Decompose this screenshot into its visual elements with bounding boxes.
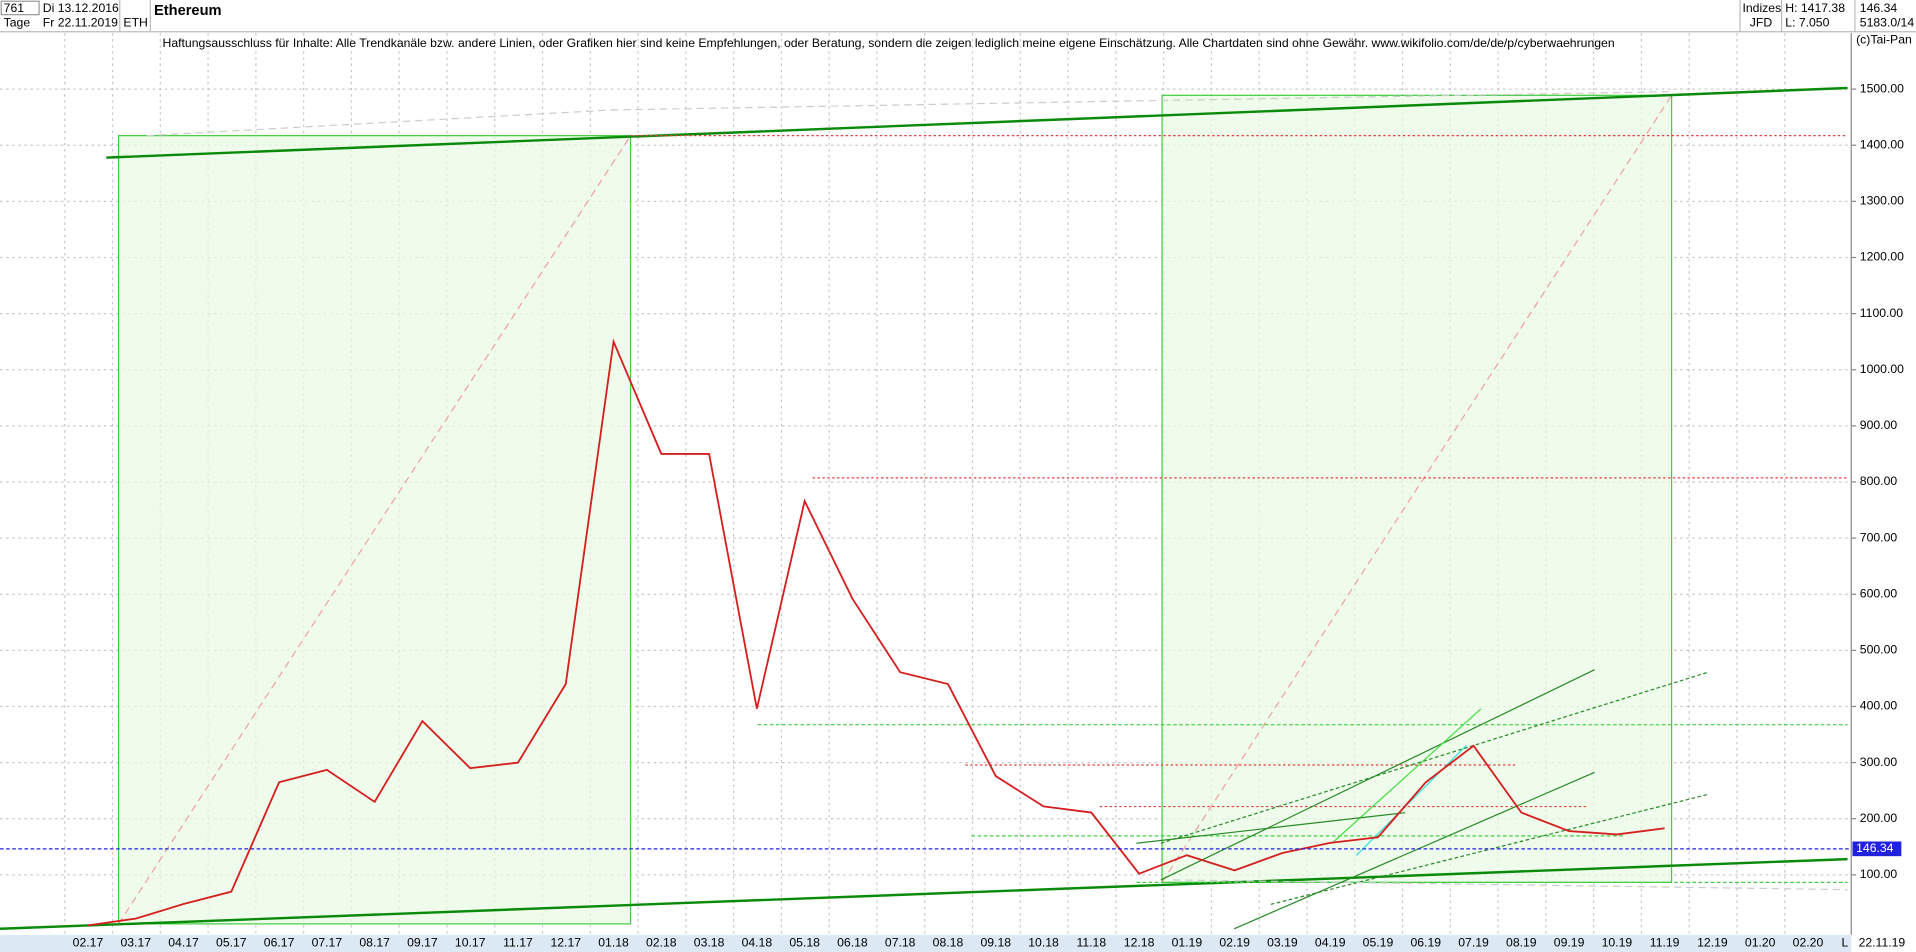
count: 761: [4, 1, 25, 15]
x-tick-label: 07.17: [312, 936, 343, 950]
y-tick-label: 300.00: [1860, 755, 1898, 769]
diagonal: [146, 109, 612, 137]
x-tick-label: 09.18: [980, 936, 1011, 950]
channel: [1331, 708, 1482, 844]
x-tick-label: 03.17: [120, 936, 151, 950]
header: [0, 0, 1916, 32]
diagonal: [1173, 879, 1848, 891]
channel: [1233, 771, 1595, 930]
x-tick-label: 11.18: [1076, 936, 1106, 950]
start-date: Di 13.12.2016: [43, 1, 119, 15]
y-tick-label: 900.00: [1860, 418, 1898, 432]
x-tick-label: 08.19: [1506, 936, 1537, 950]
x-axis-band: [0, 934, 1852, 952]
x-tick-label: 11.19: [1650, 936, 1680, 950]
x-tick-label: 04.18: [742, 936, 773, 950]
x-tick-label: 04.17: [168, 936, 199, 950]
y-tick-label: 1300.00: [1860, 194, 1904, 208]
plot: [0, 338, 1852, 927]
current-price-label: 146.34: [1856, 841, 1894, 855]
symbol: ETH: [123, 15, 147, 29]
last-date: 22.11.19: [1859, 936, 1906, 950]
axis-corner: L: [1841, 936, 1848, 950]
x-tick-label: 03.19: [1267, 936, 1298, 950]
x-tick-label: 02.19: [1219, 936, 1250, 950]
x-tick-label: 06.17: [264, 936, 295, 950]
source: JFD: [1750, 15, 1773, 29]
channel: [1160, 671, 1709, 844]
y-tick-label: 200.00: [1860, 811, 1898, 825]
chart-title: Ethereum: [154, 3, 222, 19]
x-tick-label: 01.19: [1172, 936, 1203, 950]
y-tick-label: 600.00: [1860, 586, 1898, 600]
x-tick-label: 10.19: [1602, 936, 1633, 950]
x-tick-label: 01.20: [1745, 936, 1776, 950]
y-tick-label: 400.00: [1860, 699, 1898, 713]
y-tick-label: 700.00: [1860, 530, 1898, 544]
x-tick-label: 11.17: [503, 936, 533, 950]
diagonal: [118, 135, 632, 925]
channel: [1270, 793, 1709, 905]
y-tick-label: 1000.00: [1860, 362, 1904, 376]
x-tick-label: 04.19: [1315, 936, 1346, 950]
trendline: [0, 857, 1848, 931]
low: L: 7.050: [1785, 15, 1829, 29]
channel: [1136, 812, 1406, 844]
x-tick-label: 08.17: [359, 936, 390, 950]
x-tick-label: 02.17: [73, 936, 104, 950]
x-tick-label: 12.17: [550, 936, 581, 950]
copyright: (c)Tai-Pan: [1856, 33, 1912, 47]
count-box: [0, 0, 40, 16]
y-tick-label: 800.00: [1860, 474, 1898, 488]
x-tick-label: 08.18: [933, 936, 964, 950]
x-tick-label: 09.17: [407, 936, 438, 950]
x-tick-label: 02.18: [646, 936, 677, 950]
x-tick-label: 03.18: [694, 936, 725, 950]
x-tick-label: 06.18: [837, 936, 868, 950]
x-tick-label: 09.19: [1554, 936, 1585, 950]
info: 5183.0/14: [1860, 15, 1915, 29]
channel: [1160, 669, 1595, 881]
x-tick-label: 02.20: [1793, 936, 1824, 950]
y-tick-label: 500.00: [1860, 643, 1898, 657]
end-date: Fr 22.11.2019: [43, 15, 118, 29]
y-tick-label: 1500.00: [1860, 81, 1904, 95]
price-line: [87, 338, 1665, 927]
last-price: 146.34: [1860, 1, 1898, 15]
y-tick-label: 100.00: [1860, 867, 1898, 881]
x-tick-label: 07.18: [885, 936, 916, 950]
y-tick-label: 1400.00: [1860, 137, 1904, 151]
x-tick-label: 10.18: [1028, 936, 1059, 950]
drawings: [0, 86, 1848, 931]
y-tick-label: 1200.00: [1860, 250, 1904, 264]
x-tick-label: 01.18: [598, 936, 629, 950]
x-tick-label: 05.19: [1363, 936, 1394, 950]
x-tick-label: 10.17: [455, 936, 486, 950]
trendline: [106, 86, 1848, 159]
x-tick-label: 12.18: [1124, 936, 1155, 950]
x-tick-label: 05.17: [216, 936, 247, 950]
diagonal: [1161, 94, 1673, 883]
disclaimer: Haftungsausschluss für Inhalte: Alle Tre…: [163, 36, 1615, 50]
diagonal: [610, 91, 1672, 111]
x-tick-label: 06.19: [1410, 936, 1441, 950]
y-tick-label: 1100.00: [1860, 306, 1903, 320]
current-price-tag: [1852, 841, 1902, 857]
x-tick-label: 07.19: [1458, 936, 1489, 950]
market: Indizes: [1742, 1, 1781, 15]
x-tick-label: 05.18: [789, 936, 820, 950]
period[interactable]: Tage: [4, 15, 31, 29]
high: H: 1417.38: [1785, 1, 1845, 15]
x-tick-label: 12.19: [1697, 936, 1728, 950]
